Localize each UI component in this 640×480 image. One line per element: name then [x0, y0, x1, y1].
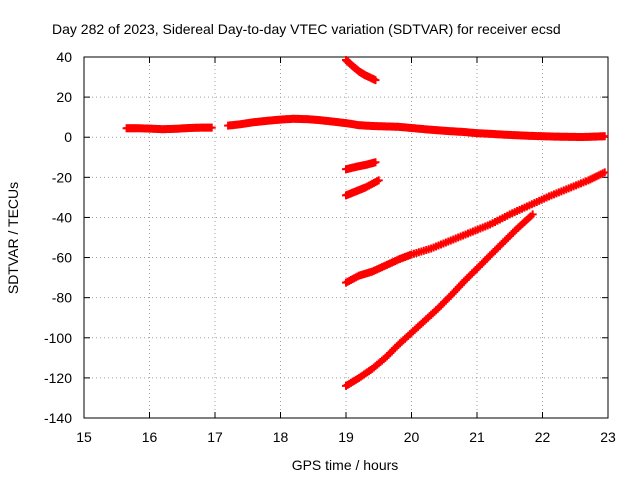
- y-tick-label: -40: [52, 209, 72, 225]
- x-tick-label: 19: [338, 429, 354, 445]
- x-axis-label: GPS time / hours: [292, 457, 399, 473]
- chart-title: Day 282 of 2023, Sidereal Day-to-day VTE…: [52, 21, 561, 37]
- y-tick-label: 20: [56, 89, 72, 105]
- series-arc-top: [342, 56, 380, 85]
- series-arc-b: [342, 176, 383, 200]
- series-arc-main: [122, 123, 216, 134]
- y-tick-label: 40: [56, 49, 72, 65]
- y-tick-label: -60: [52, 250, 72, 266]
- y-tick-label: -140: [44, 410, 72, 426]
- data-marks: [122, 56, 609, 390]
- y-tick-label: -20: [52, 169, 72, 185]
- y-tick-label: 0: [64, 129, 72, 145]
- x-tick-label: 15: [76, 429, 92, 445]
- x-tick-label: 22: [535, 429, 551, 445]
- y-tick-label: -120: [44, 370, 72, 386]
- data-point: [600, 132, 609, 141]
- data-point: [371, 76, 380, 85]
- series-arc-a: [342, 158, 380, 174]
- data-point: [374, 176, 383, 185]
- x-tick-label: 18: [273, 429, 289, 445]
- x-tick-label: 16: [142, 429, 158, 445]
- y-tick-label: -80: [52, 290, 72, 306]
- data-point: [528, 210, 537, 219]
- x-tick-label: 23: [600, 429, 616, 445]
- axis-ticks: 15 16 17 18 19 20 21 22 23 -140 -120 -100 -80 -60 -40 -…: [44, 49, 616, 445]
- data-point: [600, 168, 609, 177]
- y-axis-label: SDTVAR / TECUs: [5, 182, 21, 294]
- series-arc-d: [342, 210, 537, 390]
- series-arc-main-2: [224, 114, 609, 142]
- data-point: [371, 158, 380, 167]
- grid: [84, 57, 608, 418]
- x-tick-label: 20: [404, 429, 420, 445]
- series-arc-c: [342, 168, 609, 287]
- data-point: [207, 123, 216, 132]
- x-tick-label: 21: [469, 429, 485, 445]
- x-tick-label: 17: [207, 429, 223, 445]
- y-tick-label: -100: [44, 330, 72, 346]
